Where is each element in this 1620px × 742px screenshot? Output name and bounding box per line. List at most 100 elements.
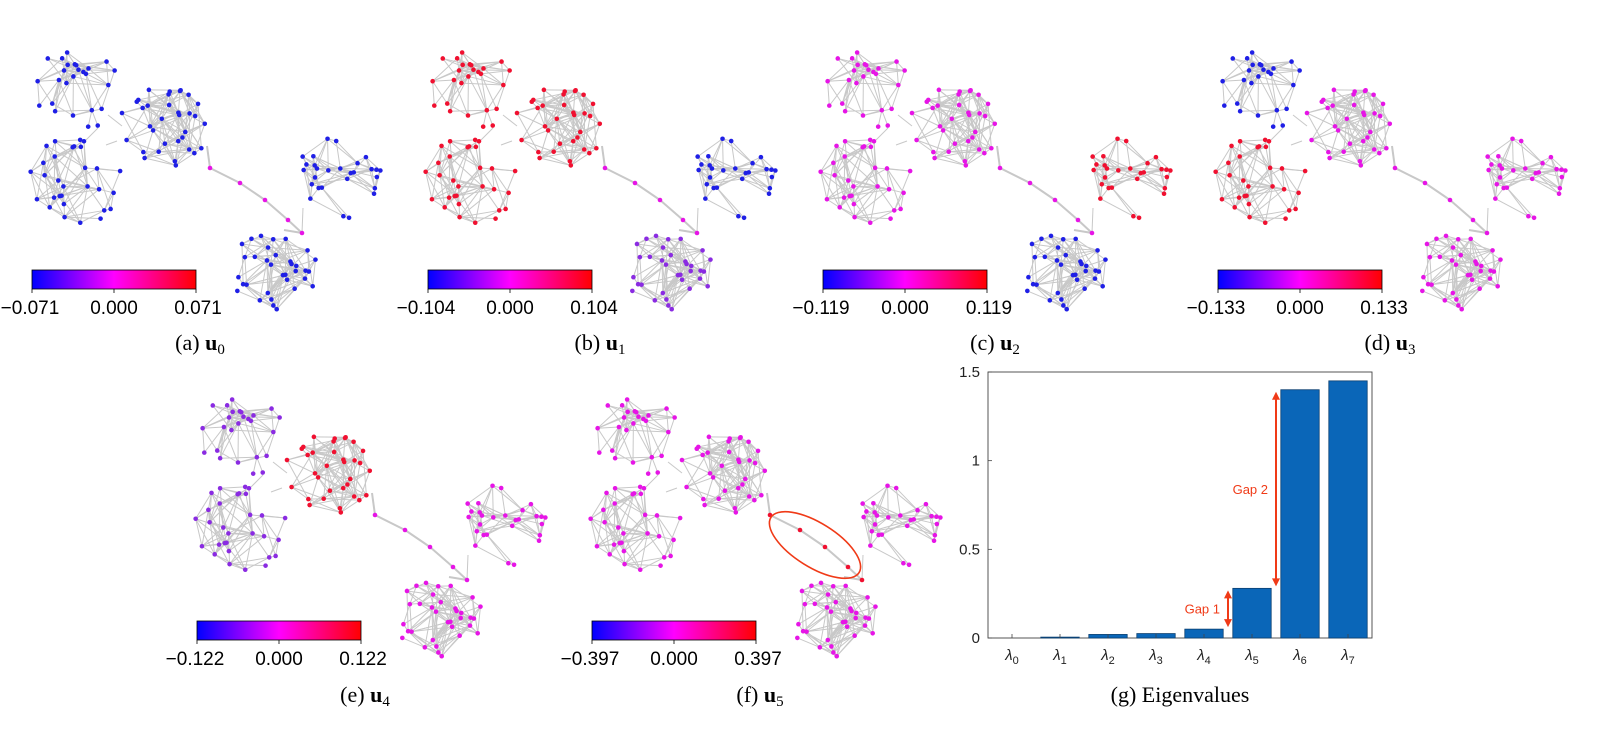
graph-node [695, 154, 700, 159]
graph-node [268, 262, 274, 267]
graph-edge [311, 172, 351, 185]
graph-node [1485, 154, 1490, 159]
graph-edge [406, 590, 434, 596]
graph-node [634, 241, 640, 247]
graph-node [982, 113, 988, 119]
graph-node [176, 112, 182, 118]
graph-node [1449, 258, 1455, 263]
graph-edge [604, 493, 635, 523]
graph-node [1161, 191, 1167, 196]
graph-edge [317, 477, 342, 513]
graph-edge [1490, 259, 1501, 272]
graph-edge [900, 192, 905, 210]
graph-edge [596, 509, 604, 547]
graph-node [214, 448, 220, 453]
graph-node [1221, 103, 1227, 108]
graph-edge [446, 103, 469, 116]
graph-edge [1262, 69, 1278, 111]
bridge-edge [1472, 219, 1488, 234]
graph-node [372, 185, 378, 191]
graph-edge [478, 502, 516, 521]
graph-node [1523, 166, 1528, 171]
graph-node [429, 196, 435, 202]
graph-edge [431, 185, 459, 200]
colorbar-tick-label: −0.397 [561, 649, 620, 670]
graph-node [637, 254, 643, 260]
graph-edge [728, 451, 743, 485]
graph-node [867, 220, 873, 226]
graph-edge [202, 404, 228, 429]
graph-node [333, 138, 339, 144]
graph-node [852, 633, 857, 639]
graph-edge [96, 168, 100, 190]
graph-edge [1365, 90, 1376, 114]
graph-node [649, 454, 655, 460]
graph-edge [862, 146, 876, 169]
graph-edge [209, 521, 253, 534]
graph-edge [863, 146, 879, 187]
bridge-edge [404, 529, 431, 548]
graph-node [635, 281, 641, 287]
graph-edge [85, 167, 121, 172]
graph-edge [239, 410, 280, 418]
graph-edge [1272, 110, 1278, 127]
graph-node [926, 97, 931, 103]
graph-node [904, 523, 910, 529]
graph-edge [472, 597, 479, 634]
graph-edge [716, 187, 739, 217]
graph-node [284, 457, 290, 463]
graph-edge [706, 172, 746, 185]
graph-edge [243, 408, 272, 418]
graph-edge [1470, 238, 1492, 271]
graph-edge [625, 411, 629, 431]
graph-edge [536, 516, 541, 536]
graph-node [740, 482, 745, 487]
graph-edge [1292, 114, 1308, 127]
graph-edge [407, 607, 433, 632]
graph-edge [1095, 259, 1106, 272]
graph-edge [1036, 279, 1078, 286]
bridge-edge [799, 529, 826, 548]
graph-node [222, 540, 228, 546]
graph-edge [844, 76, 864, 112]
graph-edge [1329, 130, 1339, 159]
graph-edge [317, 441, 335, 478]
graph-edge [1496, 172, 1536, 185]
graph-node [304, 162, 309, 167]
graph-node [1421, 274, 1426, 280]
graph-node [313, 257, 318, 262]
graph-edge [1092, 138, 1118, 158]
bridge-node [262, 197, 268, 203]
graph-node [846, 178, 851, 183]
graph-node [326, 168, 331, 173]
graph-edge [760, 157, 771, 189]
graph-edge [745, 470, 765, 480]
graph-node [660, 290, 666, 296]
colorbar-tick-label: 0.000 [255, 649, 303, 670]
graph-node [934, 514, 939, 520]
graph-node [310, 283, 315, 289]
graph-edge [55, 109, 92, 112]
graph-edge [1360, 149, 1375, 166]
graph-edge [617, 493, 635, 528]
graph-node [697, 276, 703, 281]
graph-edge [53, 156, 56, 198]
graph-node [166, 92, 171, 97]
graph-edge [326, 441, 335, 466]
graph-node [367, 468, 373, 474]
graph-edge [432, 610, 457, 641]
graph-edge [1057, 265, 1087, 294]
graph-edge [57, 146, 75, 181]
graph-node [301, 167, 306, 173]
graph-node [166, 102, 172, 108]
bridge-node [680, 217, 686, 223]
graph-node [659, 258, 665, 263]
graph-f [588, 397, 943, 659]
graph-node [374, 167, 379, 173]
graph-edge [916, 139, 949, 153]
graph-edge [353, 441, 356, 461]
graph-edge [702, 454, 711, 474]
graph-edge [937, 94, 979, 107]
graph-edge [704, 495, 750, 506]
graph-edge [492, 485, 523, 511]
